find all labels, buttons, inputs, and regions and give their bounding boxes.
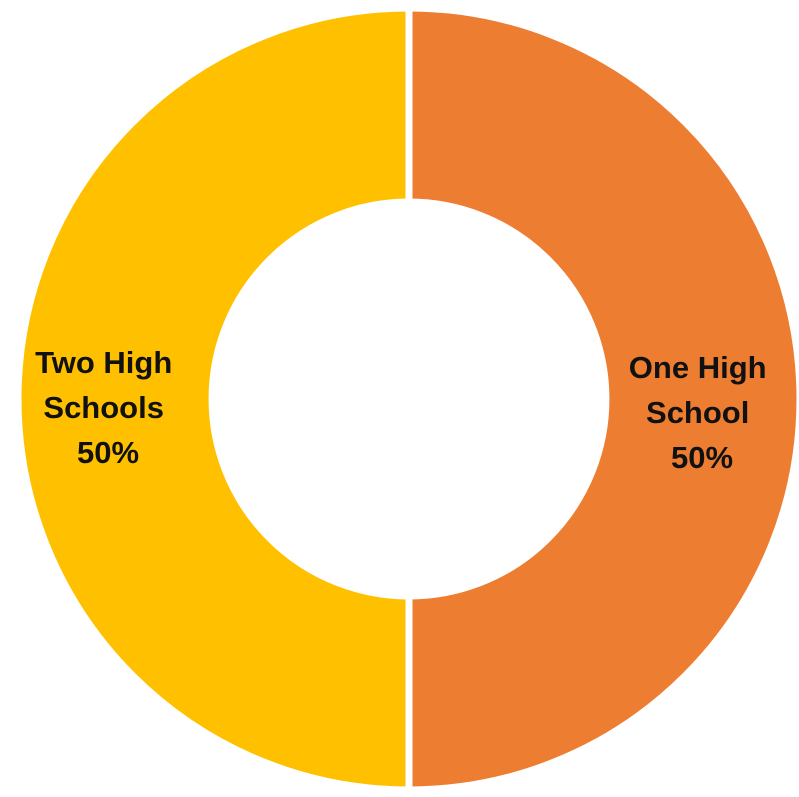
slice-label-one-high-school-percent: 50% [671, 440, 733, 475]
slice-label-one-high-school: One High School 50% [629, 350, 775, 475]
slice-label-two-high-schools-percent: 50% [77, 435, 139, 470]
slice-label-one-high-school-line-2: School [646, 395, 749, 430]
slice-label-one-high-school-line-1: One High [629, 350, 767, 385]
slice-label-two-high-schools: Two High Schools 50% [35, 345, 181, 470]
donut-slice-two-high-schools [14, 4, 413, 794]
donut-slices [14, 4, 799, 794]
donut-slice-one-high-school [405, 4, 799, 794]
slice-label-two-high-schools-line-1: Two High [35, 345, 172, 380]
slice-label-two-high-schools-line-2: Schools [43, 390, 164, 425]
